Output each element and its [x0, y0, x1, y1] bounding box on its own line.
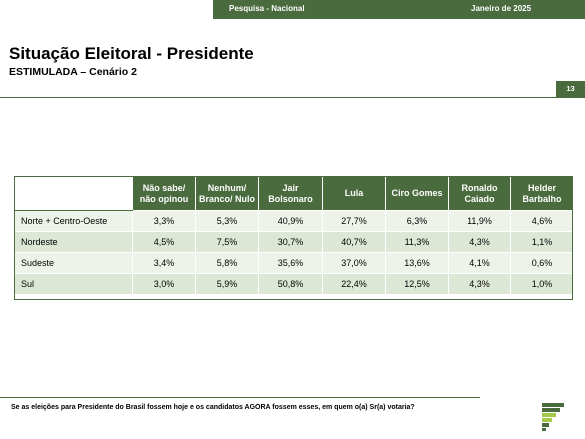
value-cell: 0,6% [510, 252, 574, 274]
page-number: 13 [556, 81, 585, 97]
column-header: Ronaldo Caiado [448, 176, 511, 211]
region-cell: Norte + Centro-Oeste [14, 210, 133, 232]
value-cell: 5,3% [195, 210, 259, 232]
header-bar: Pesquisa - Nacional Janeiro de 2025 [213, 0, 585, 19]
survey-label: Pesquisa - Nacional [229, 4, 305, 13]
page-title: Situação Eleitoral - Presidente [9, 44, 254, 63]
value-cell: 3,0% [132, 273, 196, 295]
column-header: Ciro Gomes [385, 176, 449, 211]
value-cell: 6,3% [385, 210, 449, 232]
value-cell: 1,0% [510, 273, 574, 295]
value-cell: 4,1% [448, 252, 511, 274]
value-cell: 3,3% [132, 210, 196, 232]
footer-divider [0, 397, 480, 398]
value-cell: 50,8% [258, 273, 323, 295]
value-cell: 27,7% [322, 210, 386, 232]
value-cell: 30,7% [258, 231, 323, 253]
column-header: Nenhum/Branco/ Nulo [195, 176, 259, 211]
column-header: Helder Barbalho [510, 176, 574, 211]
value-cell: 4,6% [510, 210, 574, 232]
value-cell: 5,9% [195, 273, 259, 295]
region-cell: Sudeste [14, 252, 133, 274]
value-cell: 37,0% [322, 252, 386, 274]
results-table: Não sabe/não opinou Nenhum/Branco/ Nulo … [14, 176, 574, 295]
value-cell: 35,6% [258, 252, 323, 274]
column-header: Não sabe/não opinou [132, 176, 196, 211]
table-row: Sul 3,0% 5,9% 50,8% 22,4% 12,5% 4,3% 1,0… [14, 273, 574, 295]
value-cell: 22,4% [322, 273, 386, 295]
region-cell: Sul [14, 273, 133, 295]
table-row: Sudeste 3,4% 5,8% 35,6% 37,0% 13,6% 4,1%… [14, 252, 574, 274]
value-cell: 7,5% [195, 231, 259, 253]
value-cell: 40,7% [322, 231, 386, 253]
page-subtitle: ESTIMULADA – Cenário 2 [9, 66, 137, 78]
column-header: Jair Bolsonaro [258, 176, 323, 211]
value-cell: 4,5% [132, 231, 196, 253]
table-row: Nordeste 4,5% 7,5% 30,7% 40,7% 11,3% 4,3… [14, 231, 574, 253]
table-row: Norte + Centro-Oeste 3,3% 5,3% 40,9% 27,… [14, 210, 574, 232]
header-divider [0, 97, 585, 98]
date-label: Janeiro de 2025 [471, 4, 532, 13]
value-cell: 1,1% [510, 231, 574, 253]
value-cell: 4,3% [448, 273, 511, 295]
brand-logo-icon [542, 403, 564, 431]
value-cell: 40,9% [258, 210, 323, 232]
value-cell: 4,3% [448, 231, 511, 253]
table-corner [14, 176, 133, 211]
value-cell: 12,5% [385, 273, 449, 295]
value-cell: 13,6% [385, 252, 449, 274]
value-cell: 11,3% [385, 231, 449, 253]
value-cell: 11,9% [448, 210, 511, 232]
value-cell: 3,4% [132, 252, 196, 274]
region-cell: Nordeste [14, 231, 133, 253]
table-header-row: Não sabe/não opinou Nenhum/Branco/ Nulo … [14, 176, 574, 211]
value-cell: 5,8% [195, 252, 259, 274]
column-header: Lula [322, 176, 386, 211]
question-footnote: Se as eleições para Presidente do Brasil… [11, 404, 415, 411]
